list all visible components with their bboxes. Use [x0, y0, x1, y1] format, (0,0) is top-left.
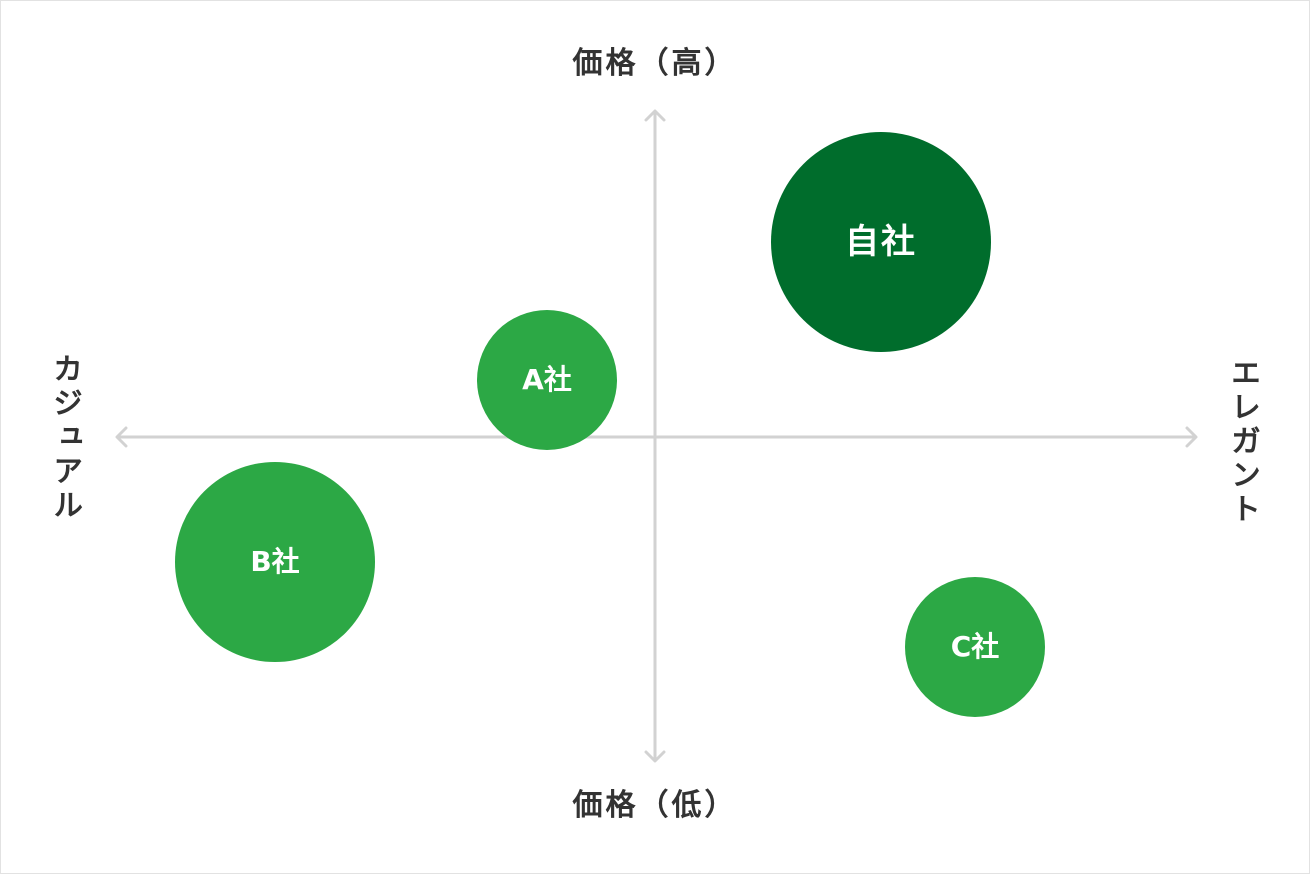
- axis-label-price-high: 価格（高）: [572, 46, 738, 81]
- arrow-up-icon: [644, 109, 666, 122]
- company-bubble-own: 自社: [771, 132, 991, 352]
- axis-label-elegant: エレガント: [1225, 357, 1260, 527]
- arrow-down-icon: [644, 750, 666, 763]
- company-bubble-c: C社: [905, 577, 1045, 717]
- arrow-left-icon: [115, 426, 128, 448]
- company-bubble-a: A社: [477, 310, 617, 450]
- company-bubble-b: B社: [175, 462, 375, 662]
- axis-label-price-low: 価格（低）: [572, 788, 738, 823]
- axis-label-casual: カジュアル: [47, 353, 82, 523]
- arrow-right-icon: [1185, 426, 1198, 448]
